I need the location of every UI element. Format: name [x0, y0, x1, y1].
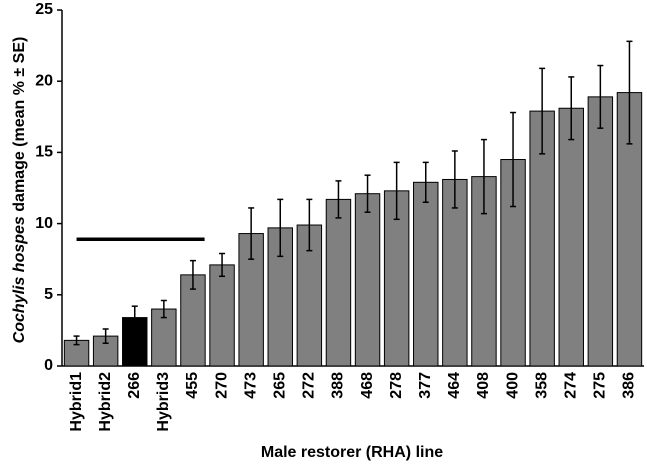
- y-title-rest: damage (mean % ± SE): [11, 37, 28, 217]
- x-tick-label: 272: [301, 372, 318, 399]
- y-tick-label: 5: [44, 286, 53, 303]
- x-tick-label: 358: [533, 372, 550, 399]
- y-tick-label: 20: [35, 72, 53, 89]
- bar: [151, 308, 177, 367]
- error-bar: [539, 67, 546, 155]
- bar: [354, 193, 381, 367]
- y-tick-label: 25: [35, 1, 53, 18]
- y-tick-label: 15: [35, 144, 53, 161]
- x-tick-label: 274: [562, 372, 579, 399]
- error-bar: [480, 138, 487, 215]
- error-bar: [393, 161, 400, 221]
- error-bar: [510, 111, 517, 208]
- x-tick-label: Hybrid3: [155, 372, 172, 432]
- y-title-italic: Cochylis hospes: [11, 216, 28, 343]
- x-tick-label: 278: [388, 372, 405, 399]
- error-bar: [451, 150, 458, 209]
- y-tick-label: 10: [35, 215, 53, 232]
- error-bar: [102, 328, 109, 344]
- x-tick-label: 468: [359, 372, 376, 399]
- error-bar: [626, 40, 633, 145]
- x-axis-title: Male restorer (RHA) line: [261, 444, 443, 461]
- x-tick-label: 455: [184, 372, 201, 399]
- error-bar: [189, 259, 196, 290]
- bar: [180, 274, 206, 367]
- x-tick-label: 388: [330, 372, 347, 399]
- x-tick-label: 386: [621, 372, 638, 399]
- error-bar: [277, 198, 284, 258]
- error-bar: [160, 299, 167, 319]
- error-bar: [422, 161, 429, 203]
- bar: [122, 317, 148, 367]
- y-tick-label: 0: [44, 357, 53, 374]
- error-bar: [364, 174, 371, 213]
- x-tick-label: Hybrid1: [68, 372, 85, 432]
- error-bar: [219, 252, 226, 278]
- error-bar: [306, 198, 313, 252]
- bar: [325, 198, 352, 367]
- bar: [442, 178, 468, 367]
- x-tick-label: 377: [417, 372, 434, 399]
- x-tick-label: 400: [504, 372, 521, 399]
- bar: [413, 181, 439, 367]
- error-bar: [568, 76, 575, 141]
- x-tick-label: 270: [213, 372, 230, 399]
- x-tick-label: Hybrid2: [97, 372, 114, 432]
- error-bar: [248, 207, 255, 260]
- bar: [587, 96, 614, 367]
- error-bar: [335, 180, 342, 219]
- x-tick-label: 473: [242, 372, 259, 399]
- x-tick-label: 408: [475, 372, 492, 399]
- bar: [209, 264, 235, 367]
- x-tick-label: 464: [446, 372, 463, 399]
- x-tick-label: 275: [592, 372, 609, 399]
- bar: [558, 107, 584, 367]
- error-bar: [73, 335, 80, 346]
- error-bar: [597, 64, 604, 129]
- error-bar: [131, 305, 138, 330]
- x-tick-label: 266: [126, 372, 143, 399]
- y-axis-title: Cochylis hospes damage (mean % ± SE): [11, 37, 28, 344]
- x-tick-label: 265: [271, 372, 288, 399]
